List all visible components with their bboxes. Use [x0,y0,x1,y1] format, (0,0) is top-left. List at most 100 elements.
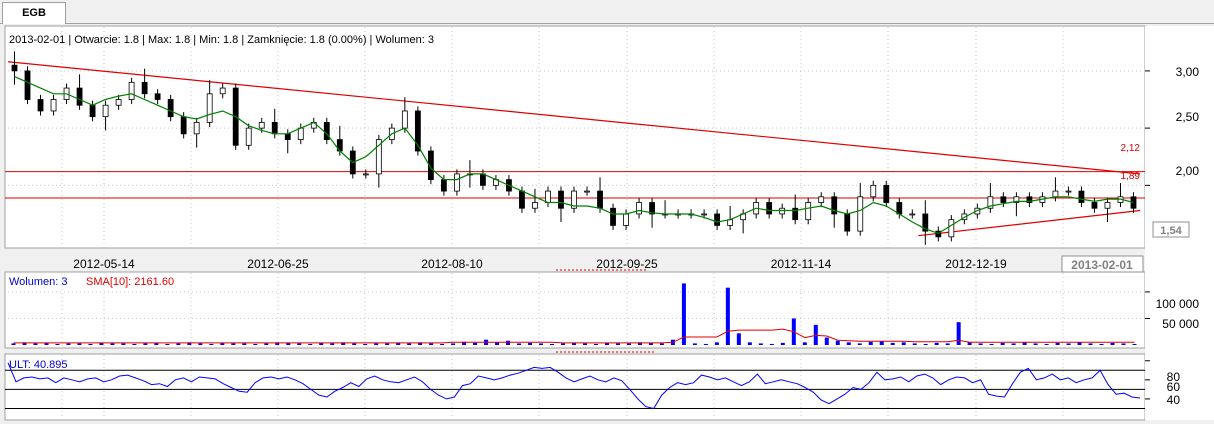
volume-bar [550,343,555,345]
volume-bar [835,340,840,345]
volume-y-tick: 100 000 [1156,297,1200,311]
volume-bar [429,343,434,345]
volume-bar [297,343,302,345]
volume-bar [736,333,741,345]
ult-y-tick: 80 [1167,370,1181,384]
candle-body [922,213,929,232]
volume-bar [330,343,335,345]
candle-body [115,99,122,106]
volume-bar [253,343,258,345]
candle-body [1078,190,1085,203]
volume-bar [77,343,82,345]
volume-bar [495,342,500,345]
x-tick: 2012-08-10 [421,257,483,271]
candle-body [375,139,382,175]
volume-bar [967,342,972,345]
volume-bar [901,342,906,345]
candle-body [206,93,213,123]
candle-body [297,127,304,140]
volume-bar [714,342,719,345]
volume-bar [846,342,851,345]
candle-body [571,190,577,209]
candle-body [24,70,31,100]
ult-y-tick: 60 [1167,380,1181,394]
volume-bar [1077,342,1082,345]
x-tick: 2012-06-25 [247,257,309,271]
volume-bar [879,341,884,345]
volume-bar [506,340,511,345]
candle-body [11,64,18,72]
volume-label: Wolumen: 3 [9,276,68,288]
candle-body [818,196,825,203]
volume-bar [143,343,148,345]
volume-bar [275,342,280,345]
candle-body [284,133,291,140]
volume-bar [44,342,49,345]
volume-bar [220,342,225,345]
price-info: 2013-02-01 | Otwarcie: 1.8 | Max: 1.8 | … [9,34,434,46]
candle-body [883,184,890,203]
volume-bar [451,343,456,345]
candle-body [427,150,434,181]
volume-bar [99,342,104,345]
candle-body [37,99,44,112]
volume-bar [572,342,576,345]
volume-bar [1044,343,1049,345]
volume-bar [890,342,895,345]
volume-bar [385,343,390,345]
volume-bar [1033,343,1038,345]
volume-panel[interactable] [4,271,1146,349]
volume-bar [1011,343,1016,345]
candle-body [636,202,642,215]
candle-body [89,104,96,118]
x-tick: 2012-12-19 [945,257,1007,271]
candle-body [779,207,786,215]
volume-bar [132,343,137,345]
volume-bar [11,343,16,345]
volume-bar [703,343,708,345]
price-y-tick: 2,50 [1176,110,1200,124]
volume-bar [615,343,620,345]
volume-bar [1132,343,1137,345]
volume-bar [868,341,873,345]
volume-bar [561,343,566,345]
volume-bar [659,343,664,345]
candle-body [870,184,877,198]
candle-body [1052,190,1059,198]
volume-bar [473,342,478,345]
ult-line [7,362,1141,410]
chart-area[interactable]: 2013-02-01 | Otwarcie: 1.8 | Max: 1.8 | … [0,24,1214,424]
ult-panel[interactable] [4,353,1146,421]
volume-bar [648,342,653,345]
candle-body [480,173,486,186]
volume-bar [692,343,697,345]
volume-bar [319,342,324,345]
candle-body [1000,196,1007,203]
candle-body [844,213,851,232]
min-marker-box [1152,221,1190,238]
volume-bar [923,343,928,345]
candle-body [271,121,278,135]
volume-bar [945,343,950,345]
candle-body [831,196,838,215]
price-panel[interactable] [4,25,1146,249]
volume-bar [824,337,829,345]
price-y-tick: 3,00 [1176,65,1200,79]
candle-body [128,81,135,100]
candle-body [167,99,174,118]
volume-bar [1088,343,1093,345]
candle-body [76,87,83,106]
tab-egb[interactable]: EGB [2,2,66,24]
candle-body [584,190,590,193]
volume-bar [528,342,533,345]
volume-bar [1000,342,1005,345]
trend-line [7,61,1141,175]
volume-bar [121,343,126,345]
volume-bar [341,342,346,345]
volume-bar [912,343,917,345]
price-sma-line [14,76,1134,235]
candle-body [857,196,864,232]
tab-bar: EGB [0,0,1214,24]
candle-body [258,121,265,129]
candle-body [180,116,187,135]
